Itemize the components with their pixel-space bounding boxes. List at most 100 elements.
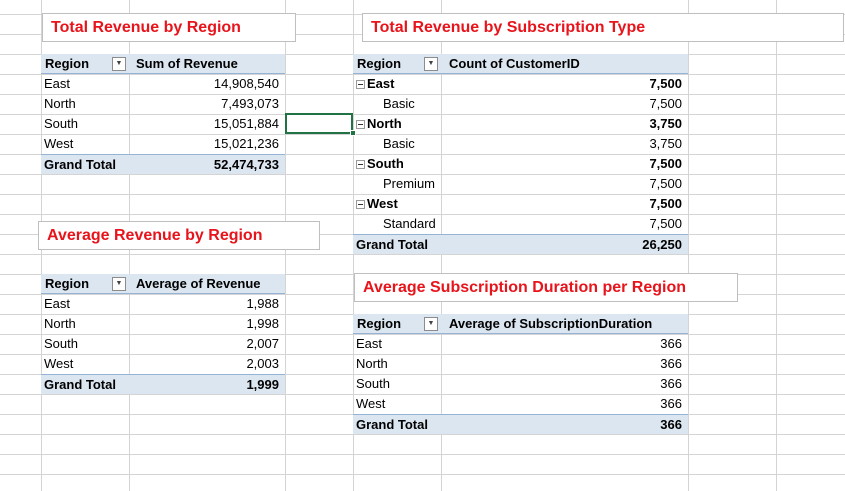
grand-total-label: Grand Total xyxy=(44,377,116,392)
row-value: 7,500 xyxy=(649,176,682,191)
row-label: North xyxy=(44,96,76,111)
group-value: 7,500 xyxy=(649,156,682,171)
row-label: South xyxy=(44,116,78,131)
group-row-east[interactable]: East 7,500 xyxy=(353,74,688,94)
title-average-subscription-duration[interactable]: Average Subscription Duration per Region xyxy=(354,273,738,302)
grand-total-row[interactable]: Grand Total 26,250 xyxy=(353,234,688,254)
row-label: Basic xyxy=(383,96,415,111)
row-labels-header[interactable]: Region xyxy=(45,276,90,291)
table-row[interactable]: North 7,493,073 xyxy=(41,94,285,114)
group-label: South xyxy=(367,156,404,171)
grand-total-row[interactable]: Grand Total 52,474,733 xyxy=(41,154,285,174)
row-value: 366 xyxy=(660,396,682,411)
row-value: 14,908,540 xyxy=(213,76,279,91)
row-value: 15,021,236 xyxy=(213,136,279,151)
pivot-header-row[interactable]: Region ▼ Average of SubscriptionDuration xyxy=(353,314,688,334)
grand-total-label: Grand Total xyxy=(356,417,428,432)
pivot-subscription-duration[interactable]: Region ▼ Average of SubscriptionDuration… xyxy=(353,314,688,434)
table-row[interactable]: South 2,007 xyxy=(41,334,285,354)
row-value: 7,493,073 xyxy=(221,96,279,111)
value-field-header[interactable]: Average of Revenue xyxy=(136,276,261,291)
table-row[interactable]: Basic 7,500 xyxy=(353,94,688,114)
row-label: East xyxy=(356,336,383,351)
chevron-down-icon[interactable]: ▼ xyxy=(424,317,438,331)
table-row[interactable]: East 14,908,540 xyxy=(41,74,285,94)
row-label: Premium xyxy=(383,176,436,191)
grand-total-label: Grand Total xyxy=(356,237,428,252)
row-label: South xyxy=(44,336,78,351)
chevron-down-icon[interactable]: ▼ xyxy=(112,57,126,71)
table-row[interactable]: East 366 xyxy=(353,334,688,354)
row-value: 2,003 xyxy=(246,356,279,371)
group-label: West xyxy=(367,196,398,211)
pivot-header-row[interactable]: Region ▼ Average of Revenue xyxy=(41,274,285,294)
table-row[interactable]: North 1,998 xyxy=(41,314,285,334)
pivot-header-row[interactable]: Region ▼ Sum of Revenue xyxy=(41,54,285,74)
pivot-subscription-type[interactable]: Region ▼ Count of CustomerID East 7,500 … xyxy=(353,54,688,254)
title-average-revenue-by-region[interactable]: Average Revenue by Region xyxy=(38,221,320,250)
pivot-total-revenue[interactable]: Region ▼ Sum of Revenue East 14,908,540 … xyxy=(41,54,285,174)
group-row-west[interactable]: West 7,500 xyxy=(353,194,688,214)
row-label: East xyxy=(44,76,71,91)
value-field-header[interactable]: Sum of Revenue xyxy=(136,56,238,71)
collapse-icon[interactable] xyxy=(356,80,365,89)
row-label: West xyxy=(356,396,386,411)
row-label: East xyxy=(44,296,71,311)
row-labels-header[interactable]: Region xyxy=(357,56,402,71)
group-label: North xyxy=(367,116,402,131)
active-cell-selection[interactable] xyxy=(285,113,353,134)
table-row[interactable]: South 366 xyxy=(353,374,688,394)
title-total-revenue-by-region[interactable]: Total Revenue by Region xyxy=(42,13,296,42)
row-value: 3,750 xyxy=(649,136,682,151)
grand-total-value: 26,250 xyxy=(642,237,682,252)
row-value: 366 xyxy=(660,356,682,371)
group-value: 7,500 xyxy=(649,196,682,211)
grand-total-row[interactable]: Grand Total 366 xyxy=(353,414,688,434)
grand-total-value: 1,999 xyxy=(246,377,279,392)
row-label: Basic xyxy=(383,136,415,151)
grand-total-value: 52,474,733 xyxy=(213,157,279,172)
collapse-icon[interactable] xyxy=(356,120,365,129)
pivot-header-row[interactable]: Region ▼ Count of CustomerID xyxy=(353,54,688,74)
table-row[interactable]: West 366 xyxy=(353,394,688,414)
row-label: West xyxy=(44,136,74,151)
group-row-south[interactable]: South 7,500 xyxy=(353,154,688,174)
table-row[interactable]: South 15,051,884 xyxy=(41,114,285,134)
chevron-down-icon[interactable]: ▼ xyxy=(112,277,126,291)
value-field-header[interactable]: Count of CustomerID xyxy=(449,56,580,71)
pivot-average-revenue[interactable]: Region ▼ Average of Revenue East 1,988 N… xyxy=(41,274,285,394)
title-total-revenue-by-subscription[interactable]: Total Revenue by Subscription Type xyxy=(362,13,844,42)
row-value: 1,998 xyxy=(246,316,279,331)
table-row[interactable]: Premium 7,500 xyxy=(353,174,688,194)
row-labels-header[interactable]: Region xyxy=(357,316,402,331)
collapse-icon[interactable] xyxy=(356,160,365,169)
row-value: 7,500 xyxy=(649,96,682,111)
fill-handle[interactable] xyxy=(350,130,356,136)
row-label: North xyxy=(44,316,76,331)
row-value: 366 xyxy=(660,336,682,351)
row-value: 366 xyxy=(660,376,682,391)
row-label: West xyxy=(44,356,74,371)
row-value: 1,988 xyxy=(246,296,279,311)
group-row-north[interactable]: North 3,750 xyxy=(353,114,688,134)
row-label: Standard xyxy=(383,216,436,231)
collapse-icon[interactable] xyxy=(356,200,365,209)
grand-total-value: 366 xyxy=(660,417,682,432)
group-label: East xyxy=(367,76,395,91)
row-label: South xyxy=(356,376,390,391)
table-row[interactable]: Standard 7,500 xyxy=(353,214,688,234)
table-row[interactable]: West 15,021,236 xyxy=(41,134,285,154)
table-row[interactable]: Basic 3,750 xyxy=(353,134,688,154)
row-value: 2,007 xyxy=(246,336,279,351)
row-label: North xyxy=(356,356,388,371)
chevron-down-icon[interactable]: ▼ xyxy=(424,57,438,71)
group-value: 7,500 xyxy=(649,76,682,91)
table-row[interactable]: East 1,988 xyxy=(41,294,285,314)
grand-total-row[interactable]: Grand Total 1,999 xyxy=(41,374,285,394)
row-value: 15,051,884 xyxy=(213,116,279,131)
value-field-header[interactable]: Average of SubscriptionDuration xyxy=(449,316,653,331)
table-row[interactable]: West 2,003 xyxy=(41,354,285,374)
group-value: 3,750 xyxy=(649,116,682,131)
row-labels-header[interactable]: Region xyxy=(45,56,90,71)
table-row[interactable]: North 366 xyxy=(353,354,688,374)
